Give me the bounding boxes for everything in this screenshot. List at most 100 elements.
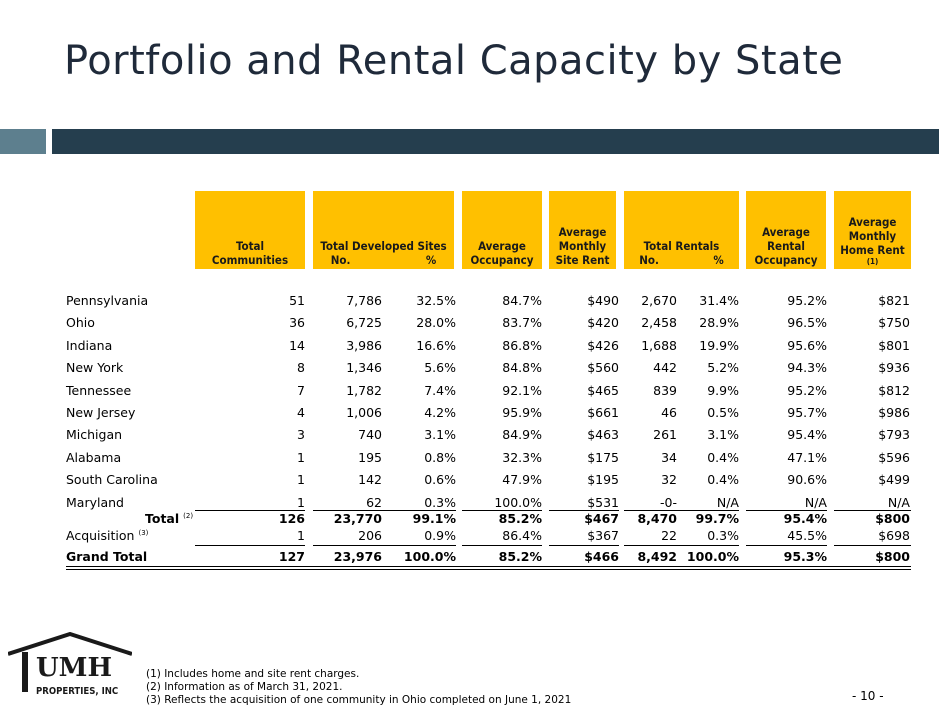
header-text: Home Rent <box>840 243 905 257</box>
underline-acquisition <box>549 545 619 546</box>
cell-rentals: 2,670 <box>641 293 677 308</box>
cell-site-rent: $426 <box>587 337 619 353</box>
cell-communities: 51 <box>289 293 305 308</box>
table-row: Indiana 14 3,986 16.6% 86.8% $426 1,688 19.9% 95… <box>0 338 939 356</box>
footnote: (3) Reflects the acquisition of one comm… <box>146 694 572 706</box>
header-average-home-rent: Average Monthly Home Rent (1) <box>834 191 911 269</box>
underline-acquisition <box>746 545 827 546</box>
cell-home-rent: $698 <box>878 528 910 543</box>
cell-rental-occ: 95.3% <box>783 549 827 564</box>
cell-sites-pct: 0.9% <box>424 528 456 543</box>
cell-rental-occ: N/A <box>804 494 827 510</box>
cell-site-rent: $661 <box>587 405 619 420</box>
underline-maryland <box>549 510 619 511</box>
cell-home-rent: $801 <box>878 337 910 353</box>
cell-occupancy: 84.8% <box>502 360 542 376</box>
cell-home-rent: $499 <box>878 472 910 488</box>
cell-rental-occ: 95.4% <box>787 427 827 443</box>
cell-sites-pct: 7.4% <box>424 382 456 398</box>
cell-communities: 1 <box>297 528 305 543</box>
cell-home-rent: $936 <box>878 360 910 376</box>
row-label: Ohio <box>66 315 95 330</box>
cell-home-rent: N/A <box>887 494 910 510</box>
double-underline-grand-total <box>66 569 911 570</box>
cell-home-rent: $596 <box>878 449 910 465</box>
cell-communities: 14 <box>289 337 305 353</box>
cell-site-rent: $420 <box>587 315 619 331</box>
header-text: Occupancy <box>470 253 534 267</box>
cell-occupancy: 47.9% <box>502 472 542 488</box>
page-number: - 10 - <box>852 689 884 703</box>
cell-rentals-pct: 99.7% <box>695 511 739 526</box>
row-label: Grand Total <box>66 549 147 564</box>
double-underline-grand-total <box>66 566 911 567</box>
row-label: Acquisition (3) <box>66 528 148 543</box>
footnote: (1) Includes home and site rent charges. <box>146 668 360 680</box>
cell-sites-pct: 4.2% <box>424 405 456 420</box>
cell-site-rent: $367 <box>587 528 619 543</box>
cell-rentals-pct: 28.9% <box>699 315 739 331</box>
header-text: % <box>713 253 724 267</box>
header-text: Average <box>848 215 897 229</box>
cell-sites-pct: 0.6% <box>424 472 456 488</box>
cell-rental-occ: 94.3% <box>787 360 827 376</box>
table-row: Pennsylvania 51 7,786 32.5% 84.7% $490 2,670 31… <box>0 293 939 311</box>
header-text: Occupancy <box>754 253 818 267</box>
underline-maryland <box>834 510 911 511</box>
cell-communities: 127 <box>278 549 305 564</box>
table-row: Tennessee 7 1,782 7.4% 92.1% $465 839 9.9% 95.2%… <box>0 383 939 401</box>
table-row: New Jersey 4 1,006 4.2% 95.9% $661 46 0.5% 95.7%… <box>0 405 939 423</box>
cell-occupancy: 84.7% <box>502 293 542 308</box>
table-row: Michigan 3 740 3.1% 84.9% $463 261 3.1% 95.4% $79… <box>0 427 939 445</box>
cell-sites-pct: 32.5% <box>416 293 456 308</box>
cell-rentals-pct: 5.2% <box>707 360 739 376</box>
header-text: Total <box>235 239 265 253</box>
header-average-occupancy: Average Occupancy <box>462 191 542 269</box>
cell-sites-pct: 3.1% <box>424 427 456 443</box>
cell-rentals-pct: 100.0% <box>686 549 739 564</box>
row-label: Pennsylvania <box>66 293 148 308</box>
header-total-communities: Total Communities <box>195 191 305 269</box>
footnotes: (1) Includes home and site rent charges.… <box>146 668 571 707</box>
cell-sites-pct: 0.8% <box>424 449 456 465</box>
footnote: (2) Information as of March 31, 2021. <box>146 681 343 693</box>
cell-occupancy: 95.9% <box>502 405 542 420</box>
header-text: Total Rentals <box>643 239 720 253</box>
cell-sites: 23,770 <box>333 511 382 526</box>
cell-sites: 1,346 <box>346 360 382 376</box>
cell-home-rent: $793 <box>878 427 910 443</box>
cell-rental-occ: 47.1% <box>787 449 827 465</box>
cell-communities: 8 <box>297 360 305 376</box>
header-text: Rental <box>767 239 805 253</box>
cell-site-rent: $195 <box>587 472 619 488</box>
cell-sites-pct: 5.6% <box>424 360 456 376</box>
cell-occupancy: 92.1% <box>502 382 542 398</box>
cell-rental-occ: 95.6% <box>787 337 827 353</box>
cell-site-rent: $466 <box>584 549 619 564</box>
cell-sites-pct: 16.6% <box>416 337 456 353</box>
header-text: No. <box>639 253 659 267</box>
cell-site-rent: $490 <box>587 293 619 308</box>
row-label: Michigan <box>66 427 122 442</box>
cell-home-rent: $750 <box>878 315 910 331</box>
cell-rentals: 34 <box>661 449 677 465</box>
cell-rentals: 839 <box>653 382 677 398</box>
header-text: Total Developed Sites <box>320 239 447 253</box>
footnote-marker: (2) <box>183 511 194 520</box>
cell-rentals: 1,688 <box>641 337 677 353</box>
row-label: Indiana <box>66 338 112 353</box>
cell-communities: 36 <box>289 315 305 331</box>
header-developed-sites: Total Developed Sites No.% <box>313 191 454 269</box>
footnote-marker: (3) <box>138 528 149 537</box>
cell-site-rent: $531 <box>587 494 619 510</box>
cell-rentals: 2,458 <box>641 315 677 331</box>
cell-occupancy: 86.8% <box>502 337 542 353</box>
cell-rentals: 22 <box>661 528 677 543</box>
cell-sites-pct: 0.3% <box>424 494 456 510</box>
underline-acquisition <box>624 545 739 546</box>
cell-home-rent: $821 <box>878 293 910 308</box>
cell-sites-pct: 99.1% <box>412 511 456 526</box>
underline-acquisition <box>834 545 911 546</box>
row-label-text: Alabama <box>66 449 122 465</box>
header-text: % <box>425 253 437 267</box>
